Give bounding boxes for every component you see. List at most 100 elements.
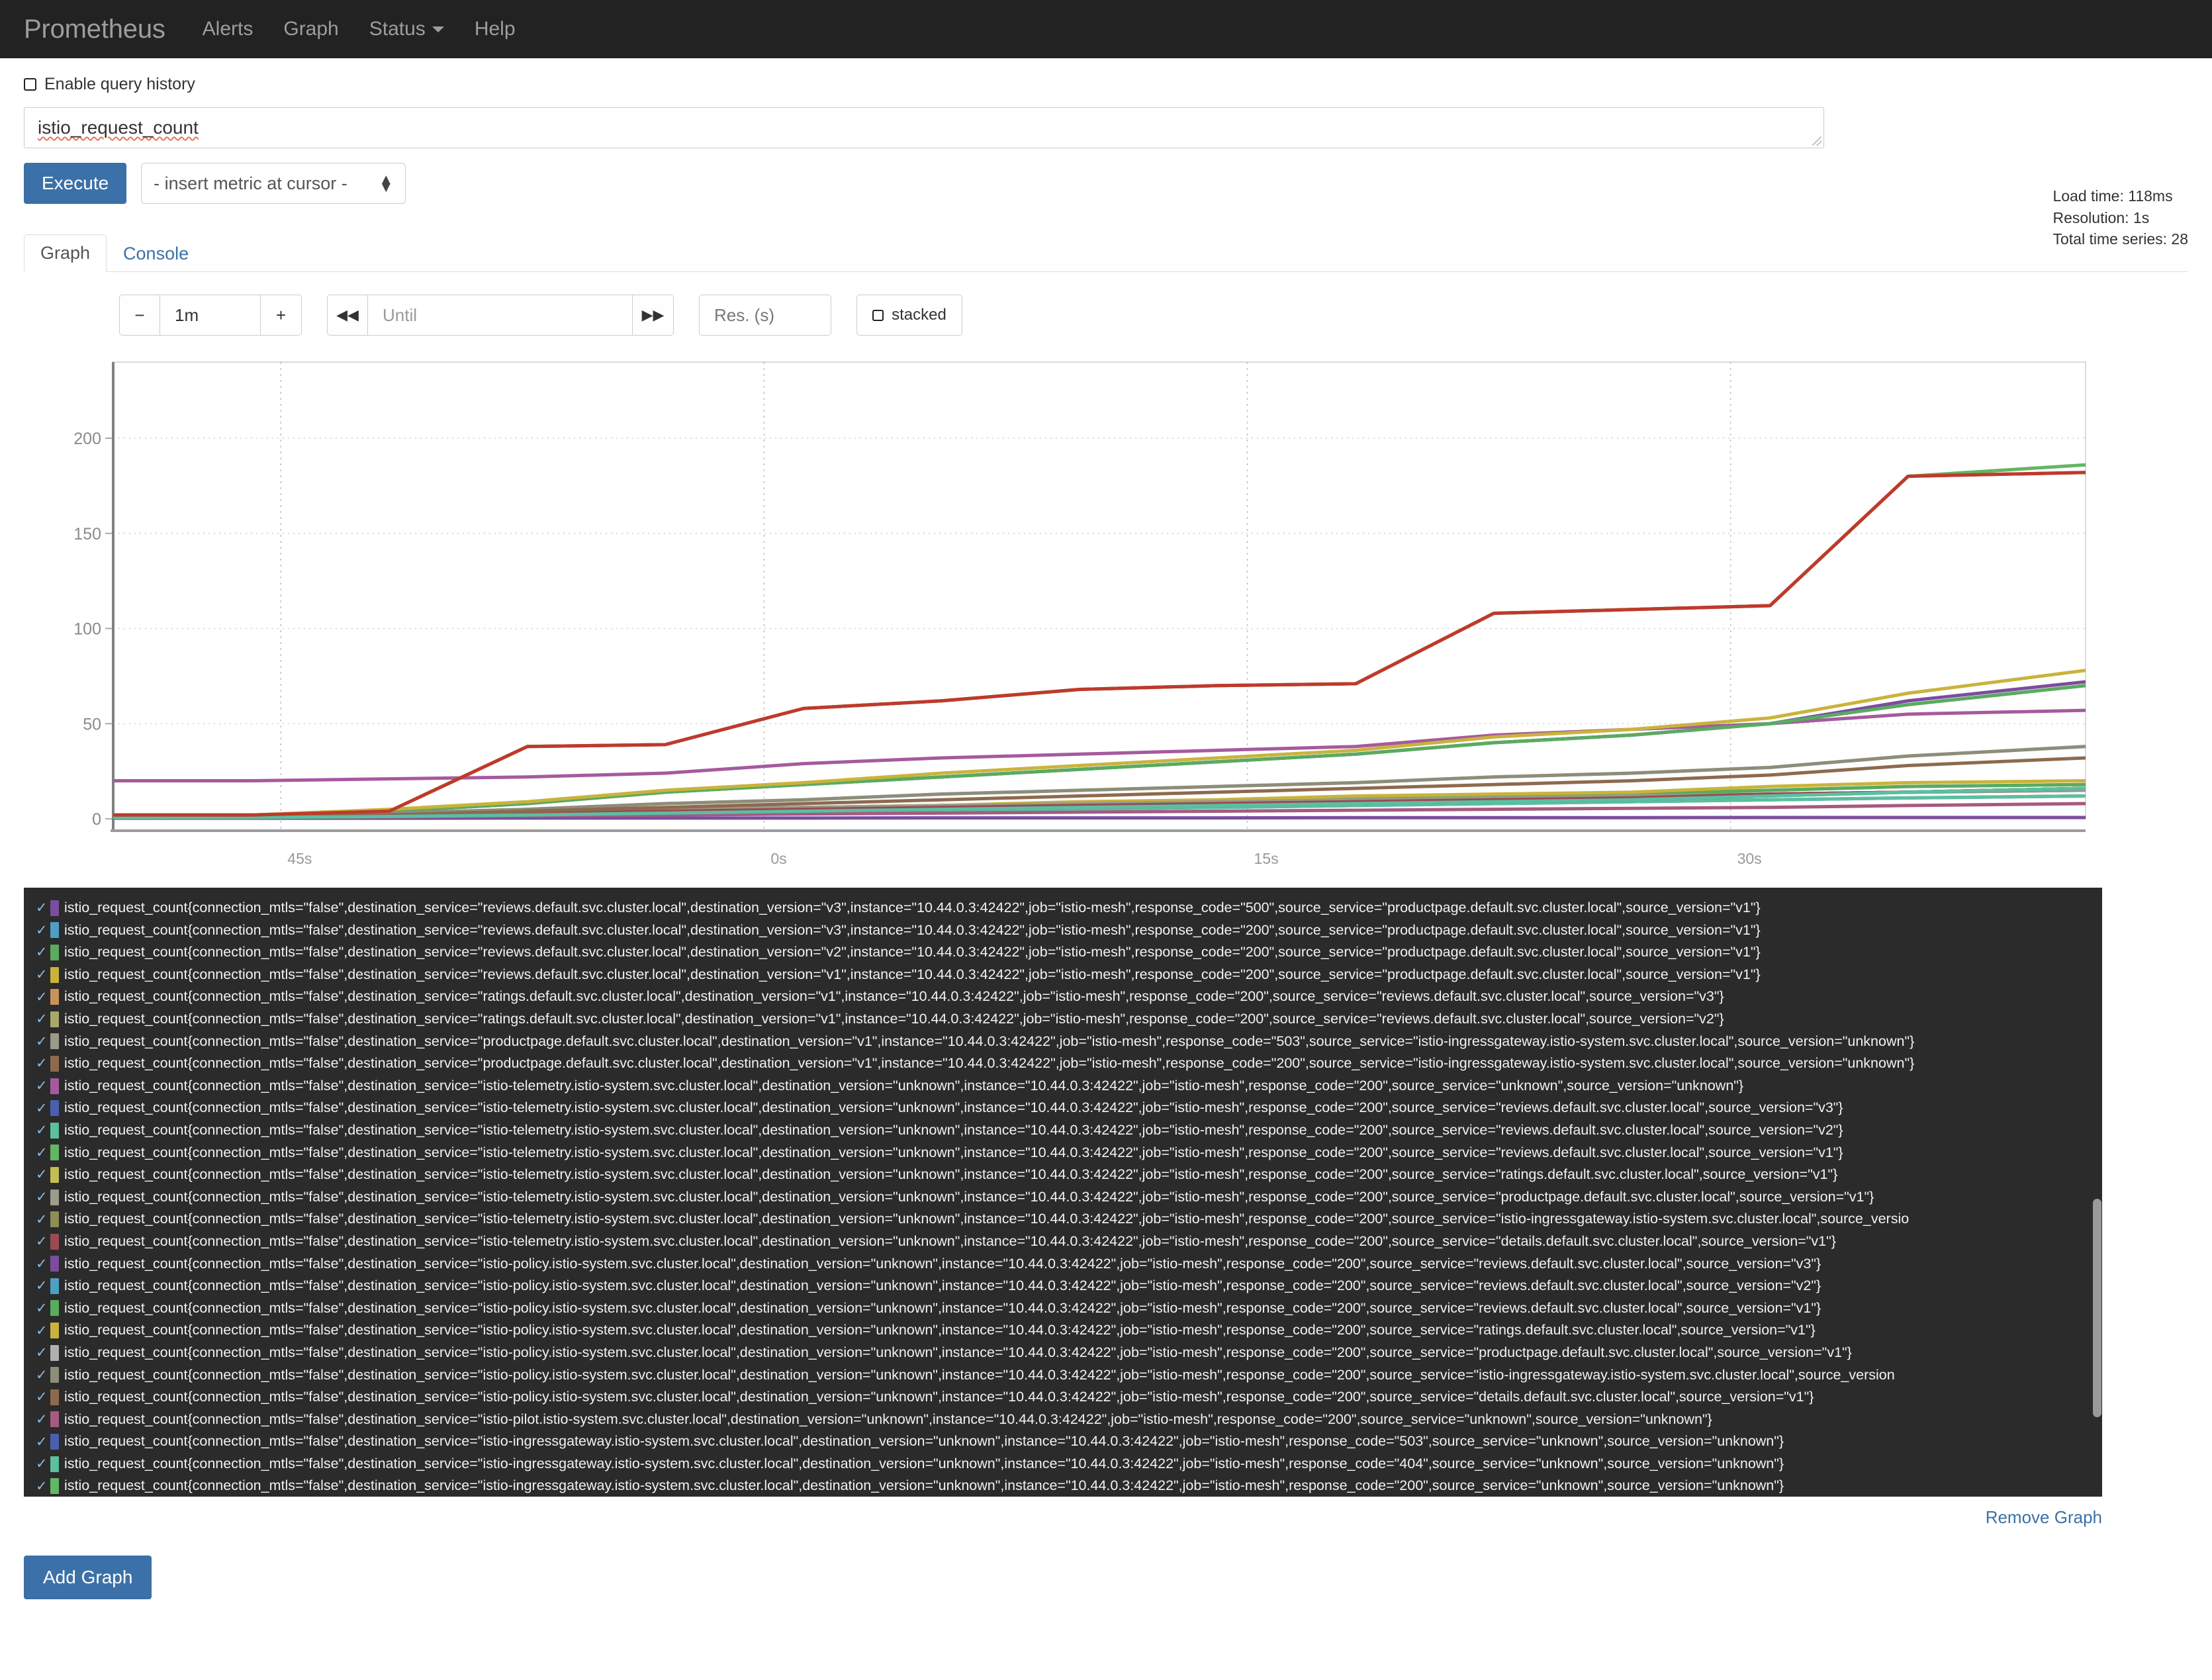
legend-check-icon[interactable]: ✓ xyxy=(36,1278,48,1294)
legend-check-icon[interactable]: ✓ xyxy=(36,1211,48,1227)
legend-item[interactable]: ✓ istio_request_count{connection_mtls="fa… xyxy=(24,1253,2102,1276)
legend-item[interactable]: ✓ istio_request_count{connection_mtls="fa… xyxy=(24,1364,2102,1386)
step-backward-button[interactable]: ◀◀ xyxy=(327,295,368,336)
legend-scrollbar[interactable] xyxy=(2092,888,2102,1497)
legend-item[interactable]: ✓ istio_request_count{connection_mtls="fa… xyxy=(24,1275,2102,1297)
step-forward-button[interactable]: ▶▶ xyxy=(633,295,674,336)
nav-link-help[interactable]: Help xyxy=(475,18,516,40)
legend-check-icon[interactable]: ✓ xyxy=(36,1011,48,1027)
legend-color-swatch xyxy=(50,1389,59,1405)
enable-query-history-checkbox[interactable] xyxy=(24,77,36,91)
legend-color-swatch xyxy=(50,1344,59,1361)
legend-check-icon[interactable]: ✓ xyxy=(36,1167,48,1183)
legend-check-icon[interactable]: ✓ xyxy=(36,1123,48,1139)
legend-item[interactable]: ✓ istio_request_count{connection_mtls="fa… xyxy=(24,1297,2102,1320)
legend-item[interactable]: ✓ istio_request_count{connection_mtls="fa… xyxy=(24,919,2102,942)
legend-item[interactable]: ✓ istio_request_count{connection_mtls="fa… xyxy=(24,1453,2102,1475)
execute-button[interactable]: Execute xyxy=(24,163,127,204)
legend-check-icon[interactable]: ✓ xyxy=(36,922,48,938)
legend-item[interactable]: ✓ istio_request_count{connection_mtls="fa… xyxy=(24,1319,2102,1342)
stacked-toggle[interactable]: stacked xyxy=(856,295,962,336)
legend-item[interactable]: ✓ istio_request_count{connection_mtls="fa… xyxy=(24,1075,2102,1097)
legend-series-label: istio_request_count{connection_mtls="fal… xyxy=(64,1389,1814,1405)
legend-item[interactable]: ✓ istio_request_count{connection_mtls="fa… xyxy=(24,1008,2102,1031)
legend-check-icon[interactable]: ✓ xyxy=(36,1411,48,1427)
legend-check-icon[interactable]: ✓ xyxy=(36,1190,48,1205)
legend-check-icon[interactable]: ✓ xyxy=(36,1323,48,1338)
chart-svg: 0 50 100 150 200 45s 0s 15s 30s xyxy=(73,361,2086,867)
brand-logo[interactable]: Prometheus xyxy=(24,14,165,44)
top-navbar: Prometheus Alerts Graph Status Help xyxy=(0,0,2212,58)
legend-check-icon[interactable]: ✓ xyxy=(36,989,48,1005)
legend-series-label: istio_request_count{connection_mtls="fal… xyxy=(64,1366,1895,1383)
legend-item[interactable]: ✓ istio_request_count{connection_mtls="fa… xyxy=(24,1164,2102,1186)
legend-item[interactable]: ✓ istio_request_count{connection_mtls="fa… xyxy=(24,1119,2102,1142)
chart-series-line xyxy=(113,669,2086,817)
legend-series-label: istio_request_count{connection_mtls="fal… xyxy=(64,1077,1744,1094)
legend-check-icon[interactable]: ✓ xyxy=(36,1389,48,1405)
legend-item[interactable]: ✓ istio_request_count{connection_mtls="fa… xyxy=(24,1186,2102,1209)
legend-item[interactable]: ✓ istio_request_count{connection_mtls="fa… xyxy=(24,897,2102,919)
legend-item[interactable]: ✓ istio_request_count{connection_mtls="fa… xyxy=(24,1386,2102,1409)
until-input[interactable]: Until xyxy=(368,295,633,336)
legend-item[interactable]: ✓ istio_request_count{connection_mtls="fa… xyxy=(24,941,2102,964)
series-legend[interactable]: ✓ istio_request_count{connection_mtls="fa… xyxy=(24,888,2102,1497)
legend-check-icon[interactable]: ✓ xyxy=(36,1234,48,1250)
legend-series-label: istio_request_count{connection_mtls="fal… xyxy=(64,1099,1843,1116)
legend-check-icon[interactable]: ✓ xyxy=(36,1367,48,1383)
legend-check-icon[interactable]: ✓ xyxy=(36,900,48,916)
tab-graph[interactable]: Graph xyxy=(24,234,107,272)
legend-series-label: istio_request_count{connection_mtls="fal… xyxy=(64,1411,1712,1427)
legend-check-icon[interactable]: ✓ xyxy=(36,945,48,960)
add-graph-button[interactable]: Add Graph xyxy=(24,1556,152,1599)
range-increase-button[interactable]: + xyxy=(261,295,302,336)
legend-series-label: istio_request_count{connection_mtls="fal… xyxy=(64,1455,1784,1471)
legend-item[interactable]: ✓ istio_request_count{connection_mtls="fa… xyxy=(24,1142,2102,1164)
query-expression-input[interactable]: istio_request_count xyxy=(24,107,1824,148)
legend-check-icon[interactable]: ✓ xyxy=(36,1056,48,1072)
legend-item[interactable]: ✓ istio_request_count{connection_mtls="fa… xyxy=(24,1052,2102,1075)
range-decrease-button[interactable]: − xyxy=(119,295,160,336)
tab-console[interactable]: Console xyxy=(123,244,189,263)
legend-check-icon[interactable]: ✓ xyxy=(36,967,48,983)
legend-check-icon[interactable]: ✓ xyxy=(36,1256,48,1272)
legend-series-label: istio_request_count{connection_mtls="fal… xyxy=(64,1121,1843,1138)
legend-check-icon[interactable]: ✓ xyxy=(36,1144,48,1160)
legend-check-icon[interactable]: ✓ xyxy=(36,1300,48,1316)
nav-link-status[interactable]: Status xyxy=(369,18,444,40)
y-axis-tick-label: 0 xyxy=(92,810,101,829)
legend-color-swatch xyxy=(50,922,59,939)
legend-check-icon[interactable]: ✓ xyxy=(36,1033,48,1049)
legend-item[interactable]: ✓ istio_request_count{connection_mtls="fa… xyxy=(24,1097,2102,1119)
legend-item[interactable]: ✓ istio_request_count{connection_mtls="fa… xyxy=(24,1475,2102,1497)
legend-color-swatch xyxy=(50,1434,59,1450)
legend-item[interactable]: ✓ istio_request_count{connection_mtls="fa… xyxy=(24,964,2102,986)
legend-check-icon[interactable]: ✓ xyxy=(36,1345,48,1361)
step-forward-icon: ▶▶ xyxy=(641,306,665,323)
legend-item[interactable]: ✓ istio_request_count{connection_mtls="fa… xyxy=(24,1342,2102,1364)
legend-check-icon[interactable]: ✓ xyxy=(36,1100,48,1116)
legend-item[interactable]: ✓ istio_request_count{connection_mtls="fa… xyxy=(24,1031,2102,1053)
legend-item[interactable]: ✓ istio_request_count{connection_mtls="fa… xyxy=(24,1208,2102,1231)
legend-check-icon[interactable]: ✓ xyxy=(36,1478,48,1494)
nav-link-alerts[interactable]: Alerts xyxy=(203,18,253,40)
insert-metric-select[interactable]: - insert metric at cursor - ▲ ▼ xyxy=(141,163,406,204)
legend-check-icon[interactable]: ✓ xyxy=(36,1078,48,1094)
legend-item[interactable]: ✓ istio_request_count{connection_mtls="fa… xyxy=(24,1409,2102,1431)
legend-item[interactable]: ✓ istio_request_count{connection_mtls="fa… xyxy=(24,1430,2102,1453)
resolution-input[interactable]: Res. (s) xyxy=(699,295,831,336)
range-input[interactable]: 1m xyxy=(160,295,261,336)
legend-scrollbar-thumb[interactable] xyxy=(2093,1199,2101,1417)
legend-item[interactable]: ✓ istio_request_count{connection_mtls="fa… xyxy=(24,1231,2102,1253)
legend-item[interactable]: ✓ istio_request_count{connection_mtls="fa… xyxy=(24,986,2102,1008)
legend-check-icon[interactable]: ✓ xyxy=(36,1434,48,1450)
legend-series-label: istio_request_count{connection_mtls="fal… xyxy=(64,1033,1915,1049)
graph-chart[interactable]: 0 50 100 150 200 45s 0s 15s 30s xyxy=(24,355,2102,878)
legend-color-swatch xyxy=(50,1033,59,1050)
remove-graph-link[interactable]: Remove Graph xyxy=(1985,1507,2102,1527)
nav-link-graph[interactable]: Graph xyxy=(283,18,338,40)
legend-check-icon[interactable]: ✓ xyxy=(36,1456,48,1472)
resize-handle-icon[interactable] xyxy=(1812,136,1821,146)
legend-series-label: istio_request_count{connection_mtls="fal… xyxy=(64,944,1761,960)
legend-color-swatch xyxy=(50,1256,59,1272)
